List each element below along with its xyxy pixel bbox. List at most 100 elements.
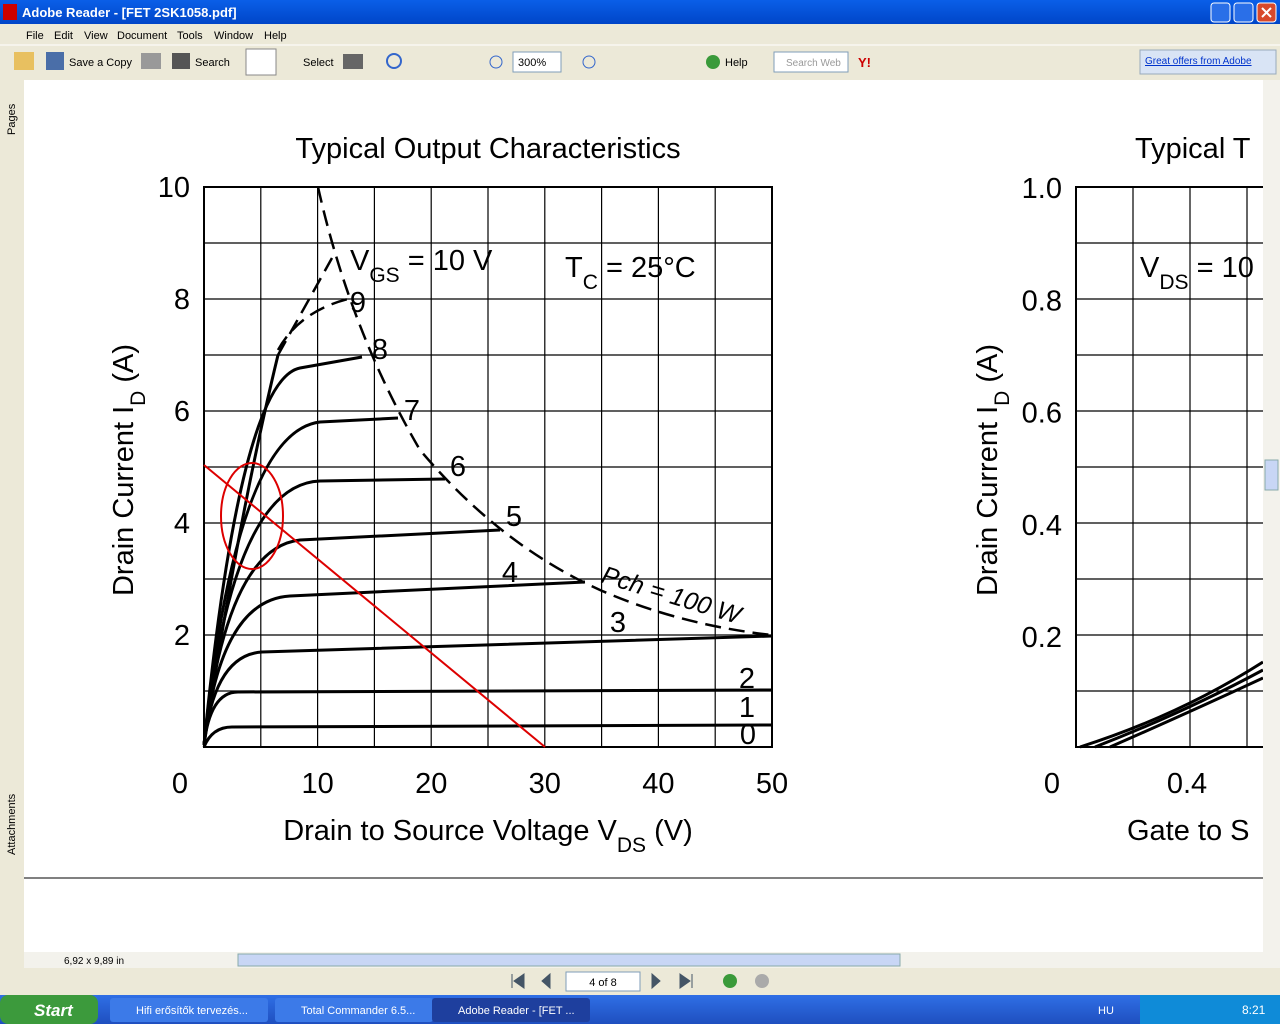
help-icon[interactable] [706, 55, 720, 69]
x-label-unit: (V) [646, 815, 693, 847]
task-button[interactable] [110, 998, 268, 1022]
start-button[interactable] [0, 995, 98, 1024]
y-tick-label: 0.8 [1022, 285, 1062, 317]
menu-item[interactable]: Document [117, 30, 167, 42]
forward-button[interactable] [755, 974, 769, 988]
plot-frame-2 [1075, 186, 1263, 748]
x-tick-label: 20 [415, 768, 447, 800]
task-button[interactable] [275, 998, 433, 1022]
clock: 8:21 [1242, 1003, 1266, 1017]
start-label[interactable]: Start [34, 1001, 74, 1020]
y-tick-label: 0.2 [1022, 622, 1062, 654]
document-area [24, 80, 1263, 952]
task-label[interactable]: Adobe Reader - [FET ... [458, 1005, 575, 1017]
y-tick-label: 4 [174, 508, 190, 540]
x-tick-label: 0 [1044, 768, 1060, 800]
grids [204, 187, 1263, 747]
save-icon[interactable] [46, 52, 64, 70]
back-button[interactable] [723, 974, 737, 988]
pch-curve [316, 186, 773, 637]
y-tick-label: 6 [174, 396, 190, 428]
pages-tab[interactable]: Pages [6, 103, 18, 135]
menu-item[interactable]: Window [214, 30, 253, 42]
hand-tool[interactable] [245, 48, 277, 76]
tc-sub: C [583, 271, 598, 294]
curve-label: 0 [740, 719, 756, 751]
x-label-sub: DS [617, 834, 646, 857]
page-box[interactable] [565, 971, 641, 992]
yahoo-icon[interactable]: Y! [858, 55, 871, 70]
curve-label: 5 [506, 501, 522, 533]
y-tick-label: 2 [174, 620, 190, 652]
x-tick-label: 50 [756, 768, 788, 800]
vgs-sub: GS [369, 264, 399, 287]
y-label-sub: D [127, 391, 150, 406]
y-label-unit: (A) [972, 344, 1004, 391]
task-buttons: Hifi erősítők tervezés... Total Commander… [110, 998, 590, 1022]
snapshot-tool[interactable] [343, 54, 363, 69]
minimize[interactable] [1210, 2, 1231, 23]
page-number[interactable]: 4 of 8 [589, 977, 617, 989]
language[interactable]: HU [1098, 1005, 1114, 1017]
offers-box[interactable] [1139, 49, 1277, 75]
chart2-title: Typical T [1135, 133, 1251, 165]
curve-label: 9 [350, 287, 366, 319]
curve-label: 7 [404, 395, 420, 427]
page-nav[interactable] [511, 972, 693, 990]
x-label-main: Drain to Source Voltage V [283, 815, 617, 847]
y-axis-label-2: Drain Current ID (A) [972, 344, 1014, 596]
task-label[interactable]: Hifi erősítők tervezés... [136, 1005, 248, 1017]
x-tick-label: 10 [301, 768, 333, 800]
curve-label: 3 [610, 607, 626, 639]
h-scroll-thumb[interactable] [237, 953, 901, 967]
save-copy[interactable]: Save a Copy [69, 57, 132, 69]
x-tick-label: 0 [172, 768, 188, 800]
menu-item[interactable]: View [84, 30, 108, 42]
tc-t: T [565, 252, 583, 284]
menu-item[interactable]: Tools [177, 30, 203, 42]
zoom-tool[interactable] [386, 53, 402, 69]
menu-item[interactable]: Edit [54, 30, 73, 42]
search-icon[interactable] [172, 53, 190, 69]
chart2-clip: Typical T VDS = 10 Gate to S [1075, 133, 1263, 847]
vgs-v: V [350, 245, 370, 277]
maximize[interactable] [1233, 2, 1254, 23]
v-scrollbar[interactable] [1263, 80, 1280, 952]
vds-value: = 10 [1189, 252, 1254, 284]
zoom-in[interactable] [582, 55, 596, 69]
open-icon[interactable] [14, 52, 34, 70]
side-panel [0, 80, 24, 968]
y-label-unit: (A) [108, 344, 140, 391]
print-icon[interactable] [141, 53, 161, 69]
v-scroll-thumb[interactable] [1264, 459, 1279, 491]
help-button[interactable]: Help [725, 57, 748, 69]
curve [1109, 676, 1263, 749]
y-tick-label: 10 [158, 172, 190, 204]
zoom-out[interactable] [489, 55, 503, 69]
attachments-tab[interactable]: Attachments [6, 793, 18, 855]
search-web-box[interactable] [773, 51, 849, 73]
search-button[interactable]: Search [195, 57, 230, 69]
chart-title: Typical Output Characteristics [295, 133, 680, 165]
zoom-value[interactable]: 300% [518, 57, 546, 69]
vds-v: V [1140, 252, 1160, 284]
y-label-sub: D [991, 391, 1014, 406]
curve-label: 2 [739, 663, 755, 695]
menu-item[interactable]: Help [264, 30, 287, 42]
menu-item[interactable]: File [26, 30, 44, 42]
tc-label: TC = 25°C [565, 252, 696, 294]
zoom-box[interactable] [512, 51, 562, 73]
dashed-curve [276, 296, 353, 351]
x-tick-label: 30 [529, 768, 561, 800]
task-button[interactable] [432, 998, 590, 1022]
y-tick-label: 0.6 [1022, 398, 1062, 430]
select-tool[interactable]: Select [303, 57, 334, 69]
offers-link[interactable]: Great offers from Adobe [1145, 56, 1252, 67]
search-web[interactable]: Search Web [786, 58, 841, 69]
y-tick-label: 1.0 [1022, 173, 1062, 205]
close-x [1261, 7, 1272, 18]
curve-label: 8 [372, 334, 388, 366]
task-label[interactable]: Total Commander 6.5... [301, 1005, 415, 1017]
